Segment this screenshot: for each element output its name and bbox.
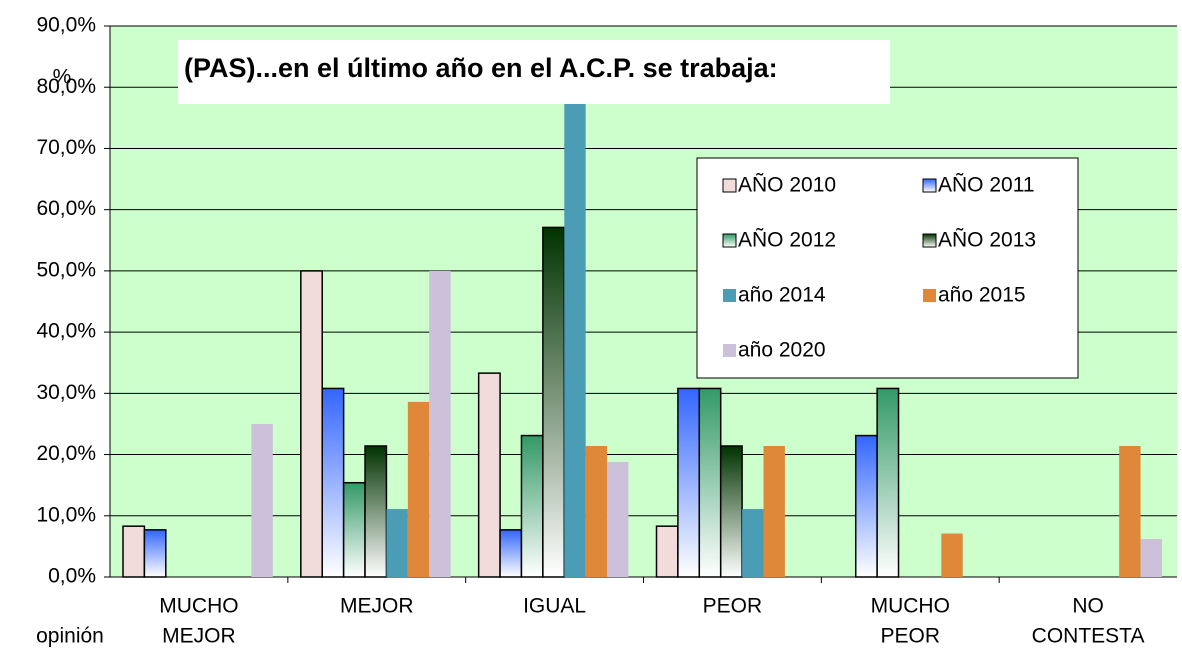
legend-swatch [723, 289, 736, 302]
legend-label: año 2020 [738, 339, 826, 362]
bar [1140, 539, 1162, 577]
y-axis-label: % [53, 66, 72, 89]
bar [564, 100, 586, 578]
bar [655, 525, 679, 578]
x-tick-label: CONTESTA [1032, 625, 1145, 648]
legend-label: AÑO 2013 [938, 228, 1036, 252]
legend-swatch [722, 233, 737, 248]
x-tick-label: NO [1072, 595, 1104, 618]
legend-label: año 2014 [738, 284, 826, 307]
x-axis-label: opinión [36, 625, 104, 648]
y-tick-label: 20,0% [36, 442, 96, 465]
bar [429, 270, 451, 577]
legend-label: año 2015 [938, 284, 1026, 307]
legend-label: AÑO 2010 [738, 173, 836, 197]
legend-swatch [722, 178, 737, 193]
bar [477, 372, 501, 578]
x-tick-label: MEJOR [162, 625, 236, 648]
bar [1119, 445, 1141, 577]
bar [742, 509, 764, 577]
bar [300, 270, 323, 578]
x-tick-label: MUCHO [159, 595, 238, 618]
bar [143, 529, 167, 578]
legend-swatch [723, 344, 736, 357]
bar [585, 445, 608, 577]
legend-box [696, 157, 1079, 379]
y-tick-label: 90,0% [36, 14, 96, 37]
x-tick-label: PEOR [880, 625, 940, 648]
legend-swatch [923, 289, 936, 302]
y-tick-label: 60,0% [36, 197, 96, 220]
bar [698, 387, 722, 578]
bar [520, 434, 544, 578]
bar [122, 525, 146, 578]
title-box [178, 40, 890, 104]
bar [542, 226, 566, 578]
bar [876, 387, 900, 578]
chart-title: (PAS)...en el último año en el A.C.P. se… [184, 53, 778, 83]
x-tick-label: MEJOR [340, 595, 414, 618]
y-tick-label: 50,0% [36, 258, 96, 281]
y-tick-label: 70,0% [36, 136, 96, 159]
bar [386, 509, 408, 577]
bar [499, 529, 523, 578]
y-tick-label: 40,0% [36, 320, 96, 343]
bar [342, 481, 366, 578]
y-tick-label: 0,0% [48, 565, 96, 588]
bar [364, 445, 388, 578]
bar [677, 387, 701, 578]
bar [407, 401, 430, 577]
legend-swatch [922, 178, 937, 193]
bar [251, 423, 273, 577]
legend-label: AÑO 2012 [738, 228, 836, 252]
bar [607, 461, 629, 577]
legend-swatch [922, 233, 937, 248]
y-tick-label: 10,0% [36, 503, 96, 526]
x-tick-label: IGUAL [523, 595, 586, 618]
legend-label: AÑO 2011 [938, 173, 1035, 197]
bar [763, 445, 785, 577]
y-tick-label: 80,0% [36, 75, 96, 98]
bar [854, 434, 878, 578]
bar [941, 533, 963, 577]
y-tick-label: 30,0% [36, 381, 96, 404]
x-tick-label: MUCHO [871, 595, 950, 618]
x-tick-label: PEOR [703, 595, 763, 618]
bar [719, 445, 743, 578]
bar [321, 387, 345, 578]
